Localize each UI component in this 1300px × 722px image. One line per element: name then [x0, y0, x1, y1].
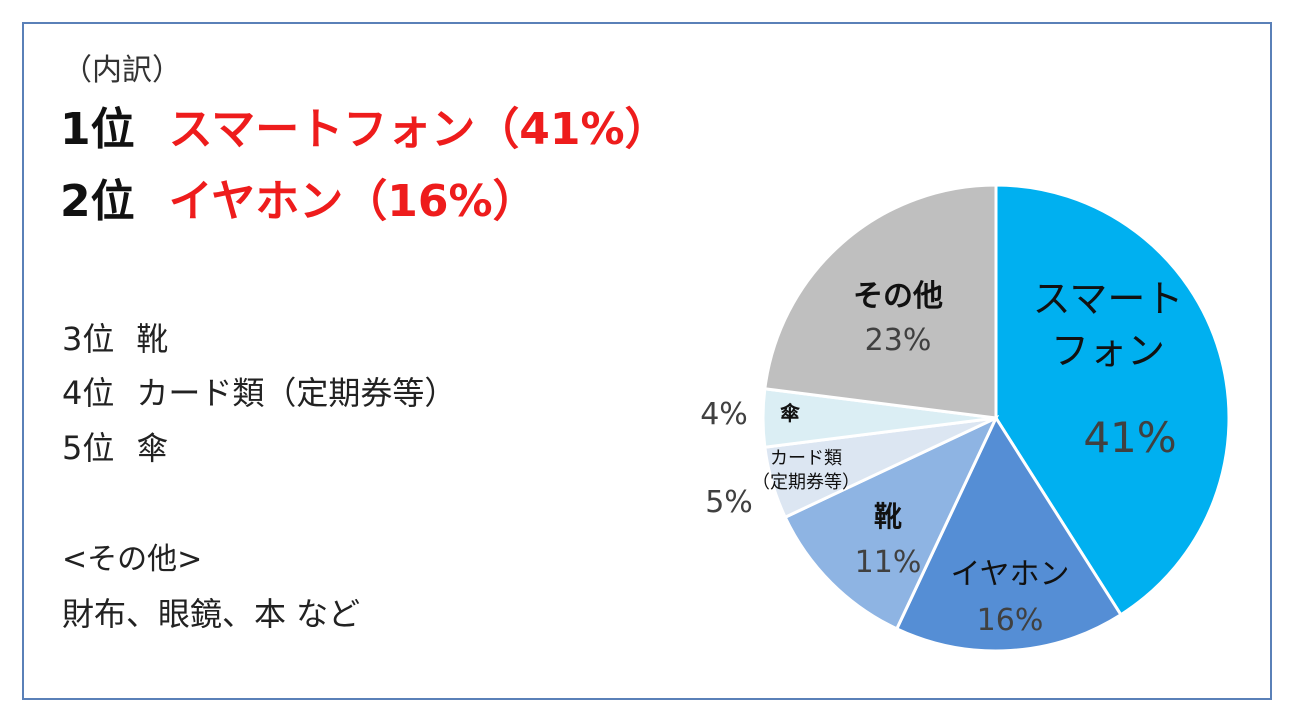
slice-percent-5: 23%: [865, 323, 932, 358]
slice-label-1-line-0: イヤホン: [950, 557, 1069, 592]
rank-3-row: 3位靴: [62, 323, 168, 355]
slice-label-5-line-0: その他: [853, 279, 943, 314]
rank-1-number: 1位: [60, 104, 135, 155]
slice-label-0-line-1: フォン: [1051, 329, 1165, 373]
slice-percent-3: 5%: [705, 485, 753, 520]
rank-5-item: 傘: [136, 429, 169, 467]
rank-5-row: 5位傘: [62, 432, 168, 464]
slice-label-4-line-0: 傘: [780, 401, 801, 425]
rank-1-item: スマートフォン（41%）: [168, 104, 669, 155]
slice-percent-2: 11%: [855, 545, 922, 580]
other-items: 財布、眼鏡、本 など: [62, 595, 361, 633]
rank-5-number: 5位: [62, 429, 115, 467]
other-heading: <その他>: [62, 542, 203, 577]
slice-percent-1: 16%: [977, 603, 1044, 638]
rank-3-number: 3位: [62, 320, 115, 358]
rank-4-number: 4位: [62, 374, 115, 412]
slice-label-3-line-0: カード類: [770, 448, 842, 469]
slice-label-0-line-0: スマート: [1033, 277, 1184, 321]
rank-4-row: 4位 カード類（定期券等）: [62, 377, 456, 409]
slice-percent-4: 4%: [700, 397, 748, 432]
rank-1-row: 1位 スマートフォン（41%）: [60, 108, 669, 152]
rank-2-row: 2位 イヤホン（16%）: [60, 180, 537, 224]
breakdown-label: （内訳）: [62, 53, 182, 88]
rank-3-item: 靴: [136, 320, 169, 358]
rank-4-item: カード類（定期券等）: [136, 374, 457, 412]
pie-slice-5: [763, 183, 998, 420]
pie-slice-2: [783, 414, 1000, 631]
rank-2-item: イヤホン（16%）: [168, 176, 537, 227]
rank-2-number: 2位: [60, 176, 135, 227]
pie-slice-1: [894, 414, 1123, 653]
slice-percent-0: 41%: [1083, 413, 1176, 462]
slice-label-2-line-0: 靴: [874, 500, 902, 533]
slice-label-3-line-1: （定期券等）: [752, 472, 860, 493]
